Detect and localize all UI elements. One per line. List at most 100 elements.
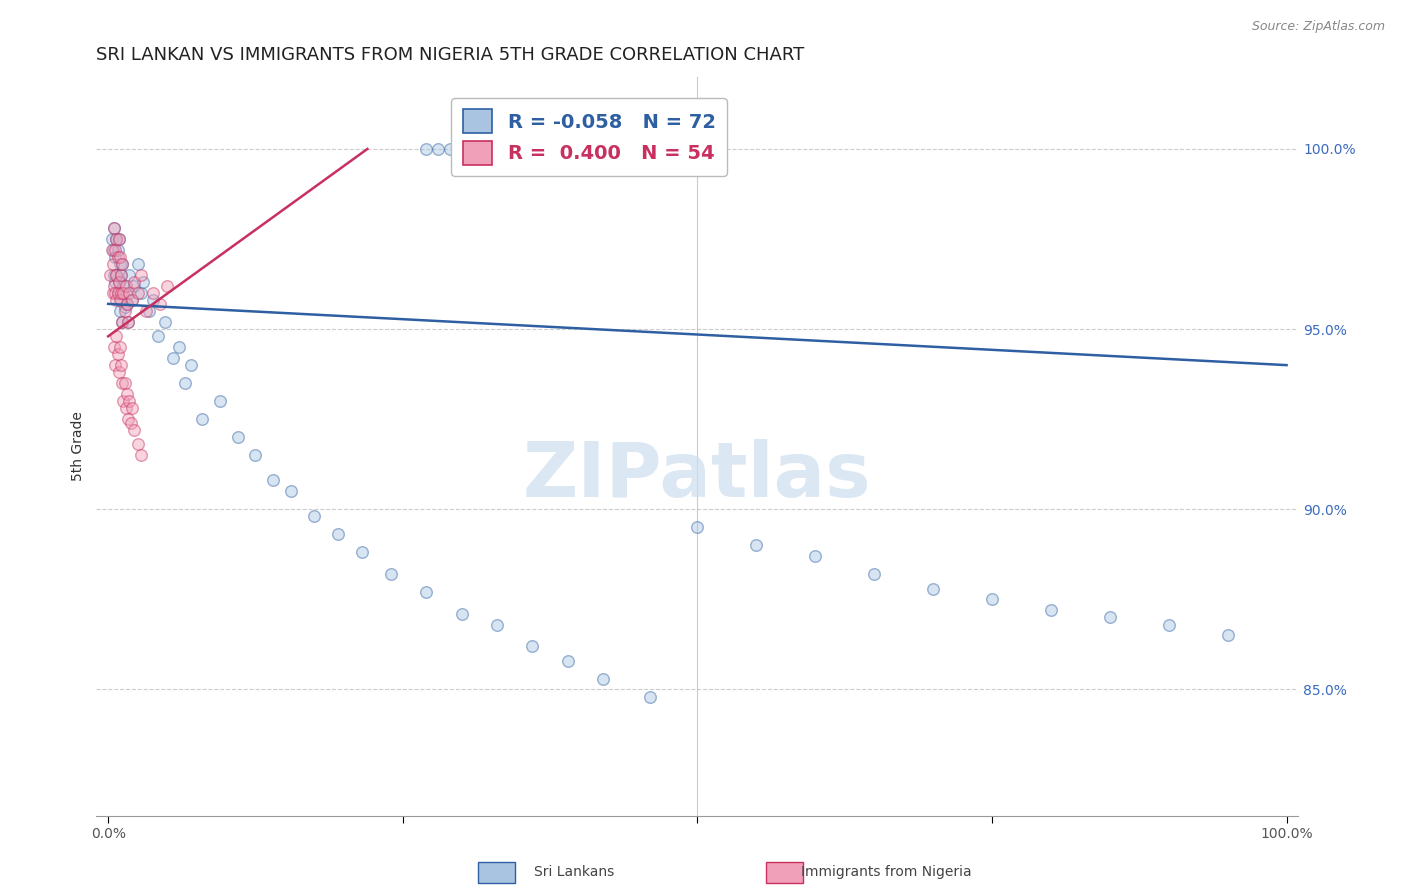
Point (522, 639, 544, 653)
Point (103, 221, 125, 235)
Text: Source: ZipAtlas.com: Source: ZipAtlas.com (1251, 20, 1385, 33)
Point (103, 268, 125, 282)
Point (463, 142, 485, 156)
Point (1216, 628, 1239, 642)
Point (101, 257, 124, 271)
Point (100, 243, 122, 257)
Point (110, 268, 132, 282)
Point (350, 545, 373, 559)
Point (107, 275, 129, 289)
Point (114, 286, 136, 301)
Point (304, 509, 326, 524)
Point (118, 286, 141, 301)
Point (142, 286, 165, 301)
Point (111, 257, 134, 271)
Point (122, 278, 145, 293)
Text: Immigrants from Nigeria: Immigrants from Nigeria (801, 865, 972, 880)
Point (118, 394, 141, 409)
Point (117, 315, 139, 329)
Point (686, 520, 709, 534)
Point (100, 232, 122, 246)
Point (105, 232, 128, 246)
Point (486, 617, 509, 632)
Point (439, 142, 461, 156)
Point (120, 416, 142, 430)
Point (107, 347, 129, 361)
Point (105, 232, 128, 246)
Point (138, 304, 160, 318)
Point (108, 257, 131, 271)
Point (115, 297, 138, 311)
Point (191, 412, 214, 426)
Point (100, 268, 122, 282)
Point (103, 278, 125, 293)
Point (103, 221, 125, 235)
Point (127, 437, 149, 451)
Text: ZIPatlas: ZIPatlas (523, 439, 872, 513)
Point (107, 250, 129, 264)
Point (245, 448, 267, 462)
Point (135, 304, 157, 318)
Point (122, 423, 145, 437)
Point (180, 358, 202, 372)
Text: SRI LANKAN VS IMMIGRANTS FROM NIGERIA 5TH GRADE CORRELATION CHART: SRI LANKAN VS IMMIGRANTS FROM NIGERIA 5T… (97, 46, 804, 64)
Point (415, 585, 437, 599)
Point (380, 567, 402, 582)
Point (922, 582, 945, 596)
Point (105, 268, 128, 282)
Point (104, 358, 127, 372)
Point (863, 567, 886, 582)
Point (108, 250, 131, 264)
Point (262, 474, 284, 488)
Text: Sri Lankans: Sri Lankans (534, 865, 614, 880)
Point (132, 275, 155, 289)
Point (114, 301, 136, 315)
Point (450, 142, 472, 156)
Point (118, 268, 141, 282)
Point (108, 340, 131, 354)
Point (110, 293, 132, 308)
Point (107, 275, 129, 289)
Point (111, 315, 134, 329)
Point (162, 351, 184, 365)
Point (745, 538, 768, 552)
Point (498, 142, 520, 156)
Point (129, 286, 152, 301)
Point (104, 243, 127, 257)
Point (326, 527, 349, 541)
Point (226, 430, 249, 444)
Point (804, 549, 827, 563)
Point (981, 592, 1004, 607)
Point (114, 401, 136, 416)
Point (415, 142, 437, 156)
Point (121, 401, 143, 416)
Point (104, 286, 127, 301)
Point (111, 315, 134, 329)
Point (114, 304, 136, 318)
Point (142, 293, 165, 308)
Point (209, 394, 232, 409)
Point (105, 268, 128, 282)
Point (280, 484, 302, 499)
Point (110, 286, 132, 301)
Point (104, 275, 127, 289)
Y-axis label: 5th Grade: 5th Grade (72, 411, 86, 481)
Point (107, 365, 129, 379)
Point (1098, 610, 1121, 624)
Point (127, 286, 149, 301)
Legend: R = -0.058   N = 72, R =  0.400   N = 54: R = -0.058 N = 72, R = 0.400 N = 54 (451, 98, 727, 177)
Point (122, 275, 145, 289)
Point (557, 654, 579, 668)
Point (111, 376, 134, 391)
Point (156, 278, 179, 293)
Point (107, 232, 129, 246)
Point (114, 376, 136, 391)
Point (107, 232, 129, 246)
Point (112, 394, 135, 409)
Point (167, 340, 190, 354)
Point (146, 329, 169, 343)
Point (486, 142, 509, 156)
Point (1039, 603, 1062, 617)
Point (103, 340, 125, 354)
Point (101, 286, 124, 301)
